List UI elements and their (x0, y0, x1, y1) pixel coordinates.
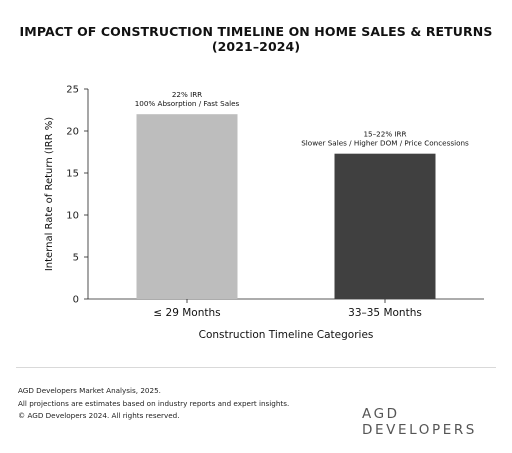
x-tick-label: ≤ 29 Months (153, 307, 220, 319)
y-tick-label: 0 (73, 295, 79, 306)
y-tick-label: 20 (66, 127, 79, 138)
y-tick-label: 15 (66, 169, 79, 180)
footer-source: AGD Developers Market Analysis, 2025. (18, 386, 161, 395)
x-axis-title: Construction Timeline Categories (199, 329, 374, 341)
y-tick-label: 5 (73, 253, 79, 264)
bar-annotation-value: 22% IRR (172, 90, 202, 99)
bar-annotation-note: 100% Absorption / Fast Sales (135, 99, 240, 108)
x-tick-label: 33–35 Months (348, 307, 422, 319)
divider (16, 367, 496, 368)
chart-title: IMPACT OF CONSTRUCTION TIMELINE ON HOME … (19, 24, 493, 54)
bar-2 (334, 153, 436, 299)
footer-disclaimer: All projections are estimates based on i… (18, 398, 290, 408)
brand-logo: AGD DEVELOPERS (362, 406, 477, 438)
y-tick-label: 10 (66, 211, 79, 222)
footer-notes: AGD Developers Market Analysis, 2025. Al… (18, 385, 289, 423)
y-axis-title: Internal Rate of Return (IRR %) (44, 117, 55, 271)
bar-1 (136, 114, 238, 299)
bar-annotation-note: Slower Sales / Higher DOM / Price Conces… (301, 139, 469, 148)
footer-copyright: © AGD Developers 2024. All rights reserv… (18, 411, 180, 420)
y-tick-label: 25 (66, 85, 79, 96)
bar-annotation-value: 15–22% IRR (363, 130, 406, 139)
